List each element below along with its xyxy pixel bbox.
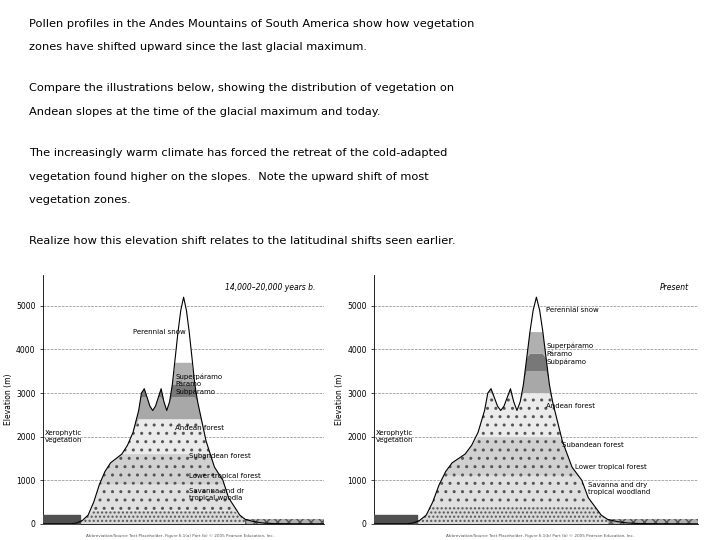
Text: Realize how this elevation shift relates to the latitudinal shifts seen earlier.: Realize how this elevation shift relates… xyxy=(29,236,456,246)
Y-axis label: Elevation (m): Elevation (m) xyxy=(336,374,344,426)
Text: Andean slopes at the time of the glacial maximum and today.: Andean slopes at the time of the glacial… xyxy=(29,107,380,117)
Text: Subandean forest: Subandean forest xyxy=(562,442,624,448)
Text: Superpáramo
Páramo
Subpáramo: Superpáramo Páramo Subpáramo xyxy=(546,343,593,365)
Text: Savanna and dr
tropical woodla: Savanna and dr tropical woodla xyxy=(189,488,244,501)
Text: vegetation found higher on the slopes.  Note the upward shift of most: vegetation found higher on the slopes. N… xyxy=(29,172,428,181)
Text: zones have shifted upward since the last glacial maximum.: zones have shifted upward since the last… xyxy=(29,43,366,52)
Text: Present: Present xyxy=(660,283,688,292)
Text: Savanna and dry
tropical woodland: Savanna and dry tropical woodland xyxy=(588,482,650,495)
Text: Perennial snow: Perennial snow xyxy=(546,307,599,313)
Text: Superpáramo
Páramo
Subpáramo: Superpáramo Páramo Subpáramo xyxy=(175,373,222,395)
Text: Compare the illustrations below, showing the distribution of vegetation on: Compare the illustrations below, showing… xyxy=(29,83,454,93)
Text: Xerophytic
vegetation: Xerophytic vegetation xyxy=(376,430,413,443)
Text: Andean forest: Andean forest xyxy=(546,403,595,409)
Text: Abbreviation/Source Text Placeholder, Figure 6.1(b) Part (b) © 2005 Pearson Educ: Abbreviation/Source Text Placeholder, Fi… xyxy=(446,534,634,538)
Text: vegetation zones.: vegetation zones. xyxy=(29,195,130,205)
Y-axis label: Elevation (m): Elevation (m) xyxy=(4,374,13,426)
Text: Abbreviation/Source Text Placeholder, Figure 6.1(a) Part (b) © 2005 Pearson Educ: Abbreviation/Source Text Placeholder, Fi… xyxy=(86,534,274,538)
Text: Pollen profiles in the Andes Mountains of South America show how vegetation: Pollen profiles in the Andes Mountains o… xyxy=(29,18,474,29)
Text: The increasingly warm climate has forced the retreat of the cold-adapted: The increasingly warm climate has forced… xyxy=(29,147,447,158)
Text: 14,000–20,000 years b.: 14,000–20,000 years b. xyxy=(225,283,315,292)
Text: Xerophytic
vegetation: Xerophytic vegetation xyxy=(45,430,82,443)
Text: Lower tropical forest: Lower tropical forest xyxy=(575,464,647,470)
Text: Perennial snow: Perennial snow xyxy=(133,329,186,335)
Text: Andean forest: Andean forest xyxy=(175,425,224,431)
Text: Lower tropical forest: Lower tropical forest xyxy=(189,473,261,479)
Text: Subandean forest: Subandean forest xyxy=(189,453,251,459)
